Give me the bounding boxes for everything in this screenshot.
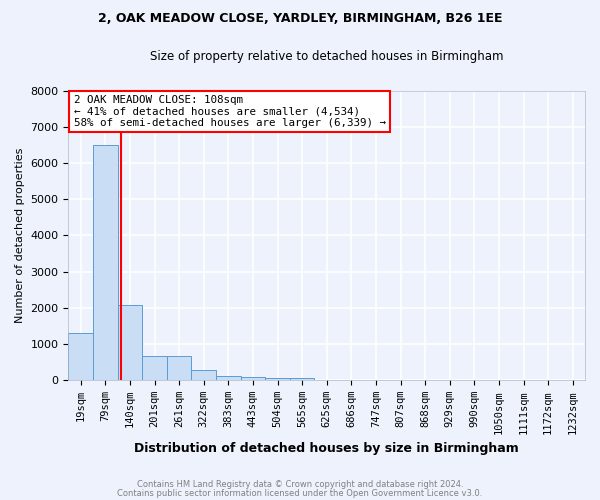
Text: 2 OAK MEADOW CLOSE: 108sqm
← 41% of detached houses are smaller (4,534)
58% of s: 2 OAK MEADOW CLOSE: 108sqm ← 41% of deta… [74, 95, 386, 128]
Title: Size of property relative to detached houses in Birmingham: Size of property relative to detached ho… [150, 50, 503, 63]
Bar [167, 356, 191, 380]
Bar [265, 378, 290, 380]
Bar [68, 333, 93, 380]
Bar [142, 356, 167, 380]
Bar [216, 376, 241, 380]
Text: Contains HM Land Registry data © Crown copyright and database right 2024.: Contains HM Land Registry data © Crown c… [137, 480, 463, 489]
Bar [118, 305, 142, 380]
Bar [241, 378, 265, 380]
Bar [191, 370, 216, 380]
Bar [290, 378, 314, 380]
Text: 2, OAK MEADOW CLOSE, YARDLEY, BIRMINGHAM, B26 1EE: 2, OAK MEADOW CLOSE, YARDLEY, BIRMINGHAM… [98, 12, 502, 26]
Text: Contains public sector information licensed under the Open Government Licence v3: Contains public sector information licen… [118, 489, 482, 498]
Bar [93, 145, 118, 380]
Y-axis label: Number of detached properties: Number of detached properties [15, 148, 25, 323]
X-axis label: Distribution of detached houses by size in Birmingham: Distribution of detached houses by size … [134, 442, 519, 455]
